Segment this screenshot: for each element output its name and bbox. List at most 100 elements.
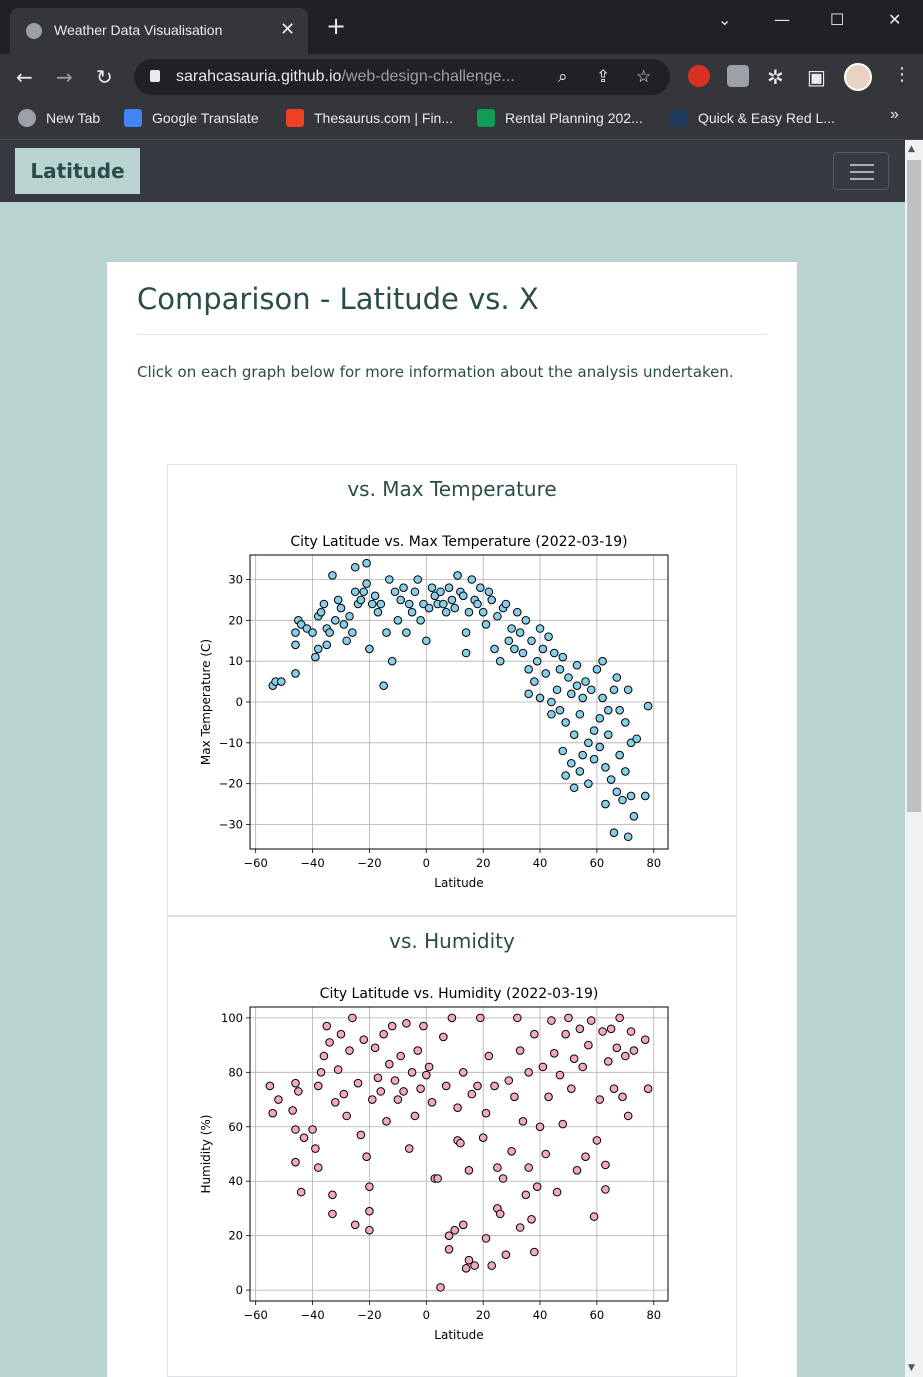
data-point	[490, 1081, 499, 1091]
extension-icon[interactable]	[727, 65, 749, 87]
x-tick-label: 20	[476, 856, 491, 870]
y-tick-label: −20	[219, 777, 243, 791]
data-point	[427, 1097, 437, 1107]
data-point	[626, 738, 636, 748]
data-point	[547, 697, 556, 707]
tab-search-icon[interactable]: ⌄	[718, 10, 732, 29]
x-tick-label: −20	[357, 856, 381, 870]
close-tab-icon[interactable]: ✕	[280, 19, 296, 40]
bookmark-label: Quick & Easy Red L...	[698, 110, 835, 126]
data-point	[538, 644, 548, 654]
divider	[137, 334, 767, 335]
data-point	[410, 587, 420, 597]
chart-panel-temperature[interactable]: vs. Max Temperature City Latitude vs. Ma…	[167, 464, 737, 916]
data-point	[365, 644, 374, 654]
panel-title: vs. Humidity	[389, 929, 515, 953]
data-point	[356, 595, 366, 605]
data-point	[578, 693, 587, 703]
data-point	[385, 575, 394, 584]
scrollbar-thumb[interactable]	[907, 160, 921, 812]
address-bar[interactable]: sarahcasauria.github.io/web-design-chall…	[134, 59, 670, 95]
data-point	[350, 587, 360, 597]
data-point	[561, 1029, 570, 1039]
data-point	[291, 1125, 300, 1134]
data-point	[547, 709, 556, 719]
browser-tab[interactable]: Weather Data Visualisation ✕	[10, 8, 308, 54]
data-point	[308, 628, 317, 637]
data-point	[569, 1054, 579, 1064]
x-tick-label: 0	[423, 1308, 430, 1322]
scroll-down-icon[interactable]: ▼	[908, 1363, 915, 1373]
data-point	[362, 558, 371, 568]
data-point	[410, 1111, 420, 1121]
data-point	[621, 718, 630, 727]
puzzle-extensions-icon[interactable]: ✲	[767, 65, 784, 89]
data-point	[296, 1187, 306, 1197]
adblock-extension-icon[interactable]	[688, 65, 710, 87]
bookmark-item[interactable]: New Tab	[18, 109, 100, 127]
data-point	[643, 1084, 653, 1093]
bookmark-label: Rental Planning 202...	[505, 110, 643, 126]
data-point	[390, 1076, 400, 1085]
data-point	[478, 607, 488, 617]
data-point	[311, 652, 320, 662]
maximize-icon[interactable]: ☐	[830, 10, 845, 29]
bookmark-item[interactable]: Rental Planning 202...	[477, 109, 643, 127]
close-window-icon[interactable]: ✕	[888, 10, 902, 29]
bookmark-item[interactable]: Thesaurus.com | Fin...	[286, 109, 453, 127]
data-point	[441, 1081, 451, 1091]
data-point	[461, 628, 471, 637]
back-icon[interactable]: ←	[16, 65, 33, 89]
forward-icon[interactable]: →	[56, 65, 73, 89]
data-point	[564, 1013, 573, 1023]
data-point	[518, 648, 528, 658]
humidity-scatter-chart[interactable]: City Latitude vs. Humidity (2022-03-19) −…	[192, 977, 712, 1352]
reload-icon[interactable]: ↻	[96, 65, 113, 89]
x-tick-label: −20	[357, 1308, 381, 1322]
bookmark-item[interactable]: Google Translate	[124, 109, 259, 127]
data-point	[331, 616, 340, 625]
data-point	[555, 1070, 565, 1080]
data-point	[450, 1225, 460, 1235]
data-point	[564, 673, 573, 682]
data-point	[575, 767, 585, 776]
browser-menu-icon[interactable]: ⋮	[893, 64, 911, 85]
data-point	[478, 1133, 488, 1142]
data-point	[393, 616, 403, 625]
temperature-scatter-chart[interactable]: City Latitude vs. Max Temperature (2022-…	[192, 525, 712, 900]
data-point	[444, 583, 454, 592]
scroll-up-icon[interactable]: ▲	[908, 144, 915, 154]
data-point	[367, 599, 377, 609]
data-point	[458, 1068, 468, 1077]
data-point	[524, 665, 533, 674]
data-point	[601, 763, 610, 772]
data-point	[493, 611, 502, 621]
side-panel-icon[interactable]: ▣	[807, 65, 826, 89]
data-point	[365, 1225, 374, 1235]
data-point	[629, 812, 639, 821]
navbar-brand[interactable]: Latitude	[15, 148, 140, 194]
data-point	[535, 624, 545, 633]
data-point	[421, 1070, 431, 1080]
data-point	[404, 1144, 414, 1153]
data-point	[589, 1212, 599, 1221]
bookmark-item[interactable]: Quick & Easy Red L...	[670, 109, 835, 127]
minimize-icon[interactable]: —	[774, 10, 790, 29]
data-point	[558, 1119, 568, 1129]
data-point	[552, 685, 562, 695]
data-point	[549, 1048, 559, 1058]
data-point	[561, 771, 570, 780]
new-tab-icon[interactable]: +	[326, 12, 347, 40]
share-icon[interactable]: ⇪	[596, 67, 611, 87]
bookmark-star-icon[interactable]: ☆	[636, 67, 652, 87]
profile-avatar[interactable]	[844, 63, 872, 91]
data-point	[350, 562, 360, 572]
navbar-toggler-button[interactable]	[833, 152, 889, 190]
zoom-icon[interactable]: ⌕	[558, 67, 568, 87]
chart-panel-humidity[interactable]: vs. Humidity City Latitude vs. Humidity …	[167, 916, 737, 1377]
data-point	[527, 636, 536, 646]
more-bookmarks-icon[interactable]: »	[890, 106, 899, 123]
data-point	[623, 685, 633, 695]
data-point	[458, 1220, 468, 1230]
data-point	[447, 1013, 457, 1023]
